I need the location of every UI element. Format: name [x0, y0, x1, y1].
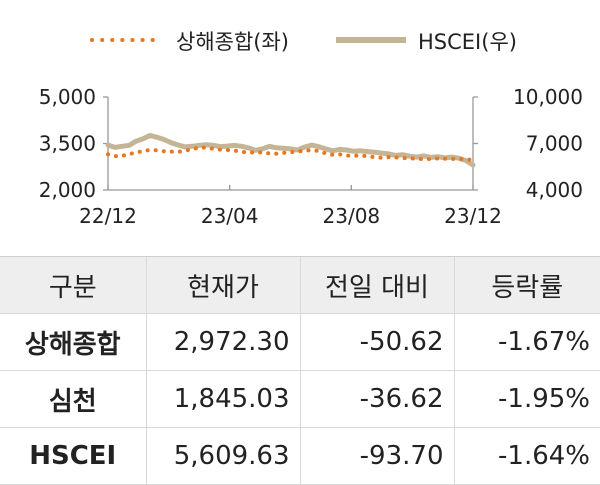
legend: 상해종합(좌) HSCEI(우): [90, 30, 517, 54]
x-tick-label: 23/08: [323, 204, 381, 228]
x-tick-label: 22/12: [79, 204, 137, 228]
table-header-row: 구분 현재가 전일 대비 등락률: [0, 256, 600, 314]
row-change: -36.62: [299, 370, 454, 428]
row-price: 1,845.03: [145, 370, 300, 428]
table-row: 심천 1,845.03 -36.62 -1.95%: [0, 370, 600, 428]
row-price: 2,972.30: [145, 313, 300, 371]
table-row: HSCEI 5,609.63 -93.70 -1.64%: [0, 427, 600, 485]
header-rate: 등락률: [453, 256, 600, 314]
header-change: 전일 대비: [299, 256, 454, 314]
y-right-tick-label: 7,000: [526, 132, 583, 156]
x-tick-label: 23/12: [444, 204, 502, 228]
legend-label-hscei: HSCEI(우): [418, 30, 517, 54]
table-row: 상해종합 2,972.30 -50.62 -1.67%: [0, 313, 600, 371]
row-name: HSCEI: [0, 427, 146, 485]
row-change: -50.62: [299, 313, 454, 371]
series-line-shanghai: [106, 145, 475, 162]
line-chart: 상해종합(좌) HSCEI(우) 2,000 3,500 5,000 4,000 7,0…: [39, 30, 583, 228]
row-name: 심천: [0, 370, 146, 428]
index-table: 구분 현재가 전일 대비 등락률 상해종합 2,972.30 -50.62 -1…: [0, 256, 600, 485]
x-tick-label: 23/04: [201, 204, 259, 228]
header-category: 구분: [0, 256, 146, 314]
row-rate: -1.67%: [453, 313, 600, 371]
row-change: -93.70: [299, 427, 454, 485]
y-left-tick-label: 5,000: [39, 85, 96, 109]
row-rate: -1.64%: [453, 427, 600, 485]
y-left-tick-label: 3,500: [39, 132, 96, 156]
header-price: 현재가: [145, 256, 300, 314]
legend-label-shanghai: 상해종합(좌): [176, 30, 289, 54]
axes: [107, 97, 474, 191]
row-rate: -1.95%: [453, 370, 600, 428]
y-left-tick-label: 2,000: [39, 178, 96, 202]
y-right-tick-label: 10,000: [513, 85, 583, 109]
row-price: 5,609.63: [145, 427, 300, 485]
row-name: 상해종합: [0, 313, 146, 371]
series-line-hscei: [105, 132, 476, 168]
y-right-tick-label: 4,000: [526, 178, 583, 202]
